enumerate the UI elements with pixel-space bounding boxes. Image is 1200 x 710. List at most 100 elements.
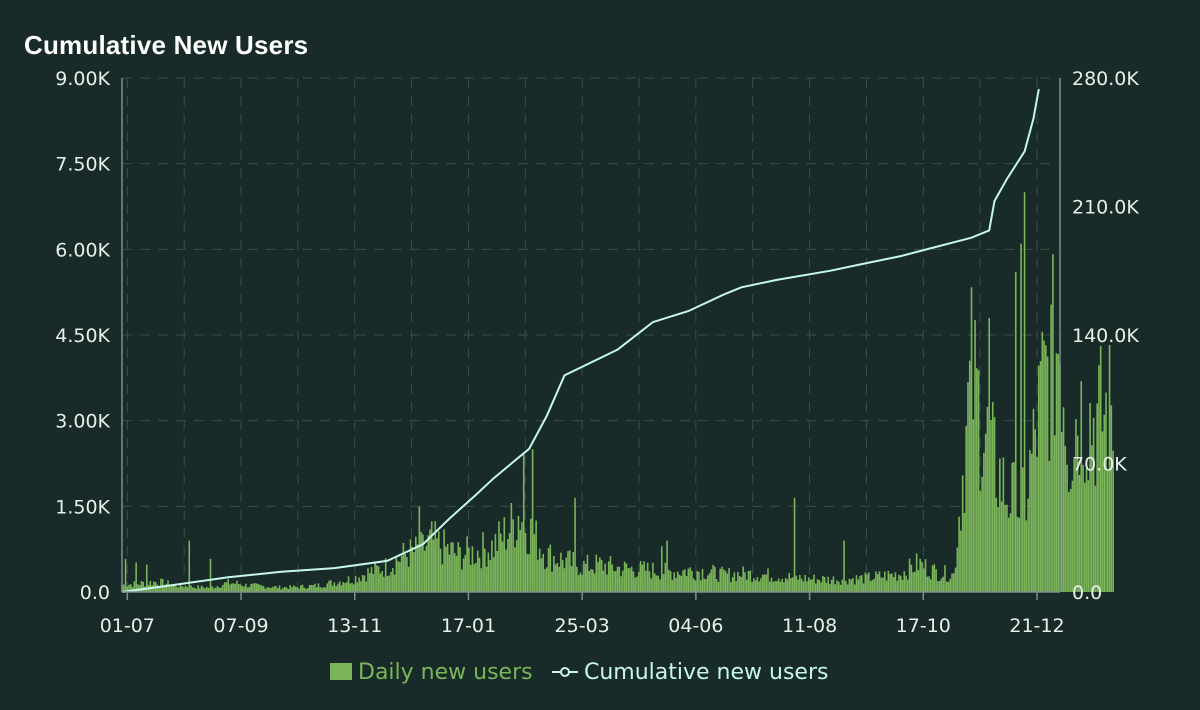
daily-bar: [1106, 469, 1109, 592]
daily-bar: [807, 577, 810, 592]
daily-bar: [707, 575, 709, 592]
legend-item-daily[interactable]: Daily new users: [330, 660, 533, 685]
left-tick-label: 6.00K: [55, 239, 110, 261]
daily-bar: [910, 564, 913, 592]
daily-bar: [416, 544, 419, 592]
daily-bar: [903, 571, 906, 592]
daily-bar: [135, 562, 137, 592]
daily-bar: [671, 579, 674, 592]
daily-bar: [1089, 403, 1091, 592]
daily-bar: [809, 579, 812, 592]
daily-bar: [717, 581, 720, 592]
daily-bar: [335, 586, 337, 592]
daily-bar: [453, 553, 456, 592]
daily-bar: [199, 588, 201, 592]
daily-bar: [1062, 407, 1065, 592]
daily-bar: [459, 547, 461, 592]
daily-bar: [312, 585, 314, 592]
daily-bar: [514, 547, 516, 592]
daily-bar: [724, 570, 727, 592]
daily-bar: [165, 583, 168, 592]
daily-bar: [680, 575, 683, 592]
daily-bar: [901, 579, 904, 592]
daily-bar: [662, 574, 665, 592]
daily-bar: [289, 585, 291, 592]
legend-cumulative-swatch-dot: [560, 667, 570, 677]
daily-bar: [262, 586, 265, 592]
daily-bar: [783, 582, 785, 592]
daily-bar: [908, 558, 911, 592]
daily-bar: [758, 581, 760, 592]
legend: Daily new users Cumulative new users: [330, 660, 828, 685]
daily-bar: [859, 576, 861, 592]
daily-bar: [1013, 462, 1015, 592]
x-tick-label: 25-03: [555, 615, 610, 637]
daily-bar: [271, 587, 274, 592]
daily-bar: [494, 534, 497, 592]
daily-bar: [195, 588, 198, 592]
daily-bar: [512, 519, 514, 592]
daily-bar: [338, 581, 341, 592]
daily-bar: [708, 573, 711, 592]
daily-bar: [285, 587, 288, 592]
daily-bar: [830, 579, 833, 592]
daily-bar: [682, 570, 684, 592]
daily-bar: [301, 584, 304, 592]
daily-bar: [156, 584, 159, 592]
daily-bar: [1078, 474, 1081, 592]
daily-bar: [652, 562, 654, 592]
right-tick-label: 0.0: [1072, 582, 1102, 604]
legend-item-cumulative[interactable]: Cumulative new users: [552, 660, 828, 685]
daily-bar: [207, 587, 210, 592]
daily-bar: [303, 587, 306, 592]
daily-bar: [172, 584, 175, 592]
daily-bar: [1066, 464, 1068, 592]
daily-bar: [423, 550, 426, 592]
daily-bar: [491, 540, 493, 592]
daily-bar: [122, 584, 125, 592]
daily-bar: [1025, 520, 1028, 592]
daily-bar: [222, 584, 224, 592]
daily-bar: [607, 561, 610, 592]
daily-bar: [519, 529, 522, 592]
daily-bar: [657, 575, 660, 592]
daily-bar: [714, 566, 716, 592]
daily-bar: [926, 576, 929, 592]
daily-bar: [245, 583, 247, 592]
daily-bar: [648, 571, 651, 592]
daily-bar: [1105, 392, 1107, 592]
daily-bar: [799, 575, 801, 592]
daily-bar: [1037, 365, 1040, 592]
daily-bar: [1043, 340, 1045, 592]
daily-bar: [133, 581, 136, 592]
daily-bar: [521, 522, 523, 592]
daily-bar: [894, 572, 897, 592]
daily-bar: [1064, 445, 1067, 592]
daily-bar: [958, 516, 960, 592]
daily-bar: [218, 587, 221, 592]
daily-bar: [322, 587, 325, 592]
daily-bar: [239, 584, 242, 592]
daily-bar: [216, 585, 219, 592]
x-tick-label: 17-01: [441, 615, 496, 637]
daily-bar: [252, 583, 254, 592]
daily-bar: [253, 583, 256, 592]
daily-bar: [181, 586, 183, 592]
daily-bar: [875, 571, 877, 592]
daily-bar: [632, 571, 635, 592]
daily-bar: [466, 536, 468, 592]
daily-bar: [484, 548, 486, 592]
daily-bar: [184, 585, 187, 592]
daily-bar: [972, 419, 975, 592]
daily-bar: [342, 582, 345, 592]
daily-bar: [540, 558, 543, 592]
daily-bar: [1027, 498, 1029, 592]
daily-bar: [967, 382, 969, 592]
daily-bar: [390, 571, 392, 592]
daily-bar: [1094, 485, 1097, 592]
daily-bar: [761, 574, 764, 592]
daily-bar: [333, 582, 336, 592]
daily-bar: [255, 583, 258, 592]
daily-bar: [586, 554, 589, 592]
